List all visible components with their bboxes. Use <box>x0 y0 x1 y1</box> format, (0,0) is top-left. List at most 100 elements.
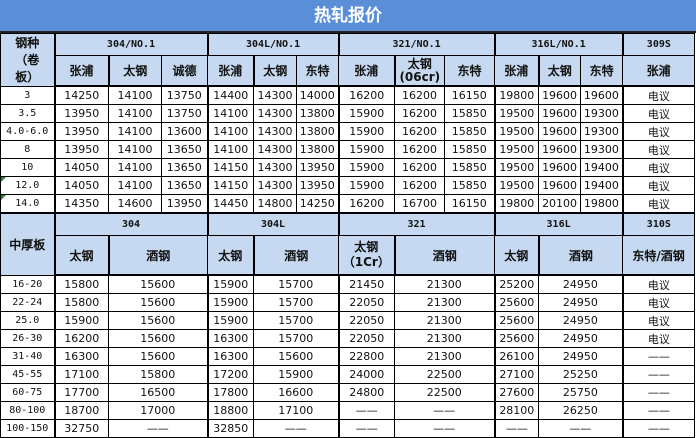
coil-price-cell: 16150 <box>444 85 496 105</box>
plate-price-cell: 15700 <box>253 274 340 294</box>
plate-price-cell: 17000 <box>107 401 209 420</box>
coil-price-cell: 13950 <box>296 176 340 195</box>
coil-price-cell: 15900 <box>337 140 396 159</box>
coil-price-cell: 14100 <box>206 122 255 141</box>
coil-price-cell: 15900 <box>337 104 396 123</box>
coil-price-cell: 14100 <box>108 158 162 177</box>
plate-price-cell: 25600 <box>493 311 540 330</box>
coil-price-cell: 14050 <box>53 176 109 195</box>
coil-price-cell: 电议 <box>621 122 696 141</box>
coil-spec-cell: 12.0 <box>0 176 56 195</box>
plate-price-cell: —— <box>621 365 696 384</box>
coil-price-cell: 电议 <box>621 140 696 159</box>
plate-grade-header: 304 <box>53 212 209 236</box>
coil-price-cell: 16200 <box>337 194 396 214</box>
coil-price-cell: 16700 <box>394 194 446 214</box>
plate-grade-header: 321 <box>337 212 496 236</box>
plate-price-cell: 24950 <box>538 347 624 366</box>
coil-mill-header: 张浦 <box>207 55 255 87</box>
plate-price-cell: 17100 <box>253 401 340 420</box>
coil-mill-header: 东特 <box>580 55 624 87</box>
plate-price-cell: 16300 <box>53 347 109 366</box>
plate-price-cell: 15600 <box>107 311 209 330</box>
plate-price-cell: 电议 <box>621 293 696 312</box>
plate-price-cell: 24800 <box>337 383 396 402</box>
plate-price-cell: 16300 <box>206 347 255 366</box>
coil-mill-header: 张浦 <box>494 55 540 87</box>
coil-mill-header: 东特 <box>296 55 340 87</box>
coil-price-cell: 13800 <box>296 104 340 123</box>
coil-price-cell: 16200 <box>394 104 446 123</box>
plate-price-cell: 27600 <box>493 383 540 402</box>
coil-price-cell: 14800 <box>253 194 298 214</box>
plate-price-cell: 22050 <box>337 329 396 348</box>
coil-grade-header: 321/NO.1 <box>337 33 496 56</box>
coil-price-cell: 14600 <box>108 194 162 214</box>
coil-price-cell: 19600 <box>580 85 624 105</box>
plate-spec-cell: 16-20 <box>0 274 56 294</box>
plate-price-cell: 15600 <box>107 329 209 348</box>
plate-price-cell: 16300 <box>206 329 255 348</box>
plate-price-cell: 15700 <box>253 293 340 312</box>
coil-price-cell: 19400 <box>580 158 624 177</box>
coil-spec-cell: 3 <box>0 85 56 105</box>
plate-price-cell: 24000 <box>337 365 396 384</box>
coil-spec-cell: 3.5 <box>0 104 56 123</box>
coil-price-cell: 19600 <box>538 122 582 141</box>
coil-price-cell: 14300 <box>253 122 298 141</box>
coil-price-cell: 19600 <box>538 158 582 177</box>
plate-price-cell: 15600 <box>107 293 209 312</box>
coil-price-cell: 15850 <box>444 122 496 141</box>
plate-price-cell: —— <box>621 383 696 402</box>
coil-price-cell: 15850 <box>444 104 496 123</box>
coil-price-cell: 19300 <box>580 104 624 123</box>
plate-price-cell: 15900 <box>206 274 255 294</box>
plate-price-cell: 24950 <box>538 311 624 330</box>
coil-spec-cell: 4.0-6.0 <box>0 122 56 141</box>
coil-price-cell: 19800 <box>493 85 540 105</box>
coil-price-cell: 13600 <box>160 122 209 141</box>
coil-mill-header: 张浦 <box>622 55 696 87</box>
plate-price-cell: 21300 <box>394 311 496 330</box>
coil-price-cell: 13950 <box>160 194 209 214</box>
coil-price-cell: 14100 <box>108 122 162 141</box>
plate-price-cell: 26250 <box>538 401 624 420</box>
coil-price-cell: 电议 <box>621 85 696 105</box>
coil-price-cell: 13950 <box>53 140 109 159</box>
plate-spec-cell: 25.0 <box>0 311 56 330</box>
coil-price-cell: 14150 <box>206 176 255 195</box>
coil-price-cell: 19300 <box>580 140 624 159</box>
coil-price-cell: 14300 <box>253 140 298 159</box>
plate-price-cell: 15700 <box>253 329 340 348</box>
plate-price-cell: 15800 <box>53 293 109 312</box>
coil-price-cell: 15850 <box>444 158 496 177</box>
coil-price-cell: 14100 <box>206 140 255 159</box>
plate-price-cell: 15600 <box>107 347 209 366</box>
plate-price-cell: 22050 <box>337 293 396 312</box>
plate-price-cell: 15800 <box>107 365 209 384</box>
coil-price-cell: 14400 <box>206 85 255 105</box>
plate-price-cell: —— <box>621 347 696 366</box>
coil-grade-header: 304/NO.1 <box>53 33 209 56</box>
coil-price-cell: 13800 <box>296 122 340 141</box>
plate-price-cell: 15900 <box>206 311 255 330</box>
plate-price-cell: 25600 <box>493 329 540 348</box>
plate-price-cell: —— <box>621 401 696 420</box>
comment-marker-icon <box>1 177 6 182</box>
coil-price-cell: 16200 <box>394 85 446 105</box>
plate-price-cell: 17700 <box>53 383 109 402</box>
plate-mill-header: 太钢 <box>207 235 255 276</box>
coil-corner-header: 钢种 （卷 板） <box>0 33 56 87</box>
coil-price-cell: 14300 <box>253 158 298 177</box>
plate-price-cell: 22500 <box>394 365 496 384</box>
coil-price-cell: 电议 <box>621 176 696 195</box>
plate-price-cell: 15900 <box>206 293 255 312</box>
coil-mill-header: 东特 <box>444 55 496 87</box>
coil-grade-header: 309S <box>621 33 696 56</box>
plate-price-cell: 17200 <box>206 365 255 384</box>
coil-price-cell: 14150 <box>206 158 255 177</box>
plate-price-cell: 21300 <box>394 347 496 366</box>
plate-price-cell: 16600 <box>253 383 340 402</box>
coil-mill-header: 太钢 <box>252 55 298 87</box>
coil-price-cell: 13950 <box>53 104 109 123</box>
